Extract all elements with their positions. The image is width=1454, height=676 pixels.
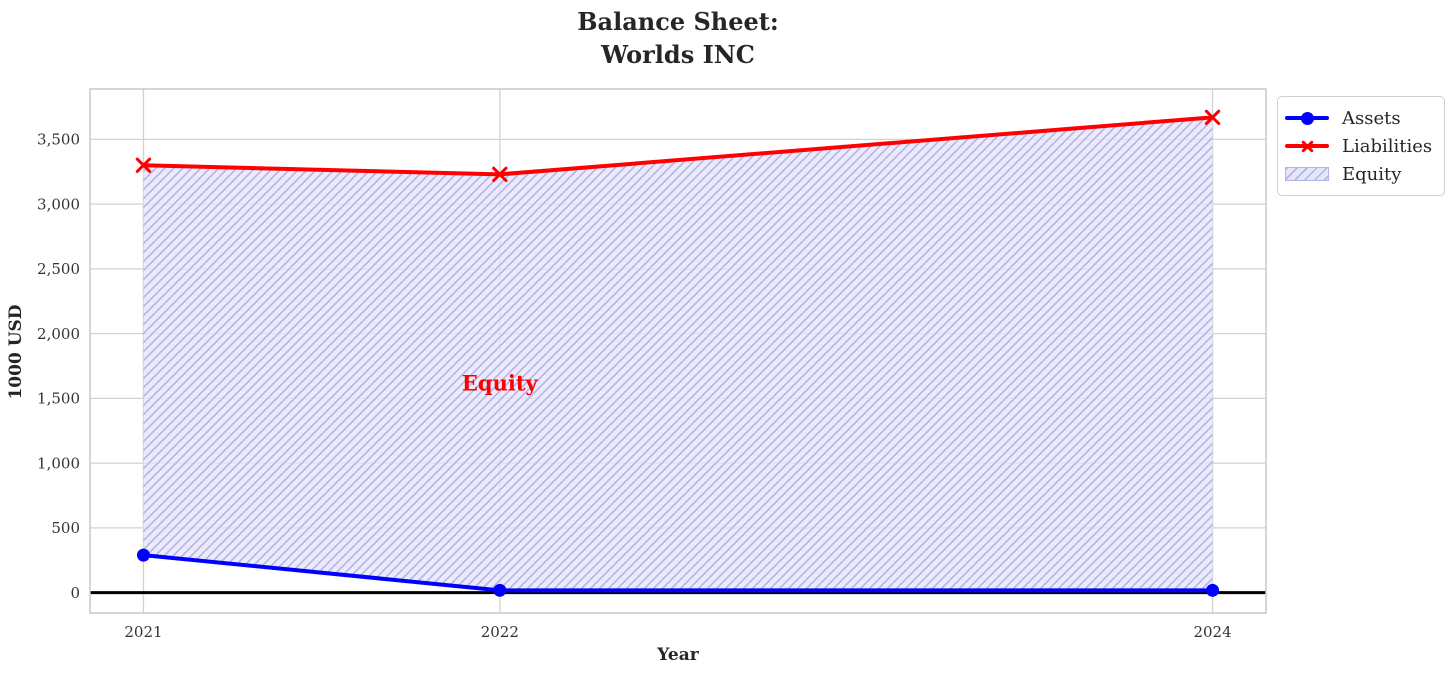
y-axis-label: 1000 USD [6,304,26,400]
chart-title-line1: Balance Sheet: [577,7,779,36]
x-axis-label: Year [657,645,699,665]
x-tick-label: 2024 [1193,623,1231,641]
legend-label-assets: Assets [1342,107,1401,129]
x-tick-label: 2021 [124,623,162,641]
liabilities-data-point-marker [1204,109,1221,126]
legend-item-equity: Equity [1285,160,1436,188]
x-tick-label: 2022 [481,623,519,641]
y-tick-label: 500 [51,519,80,537]
y-tick-label: 3,500 [37,131,80,149]
y-tick-label: 2,500 [37,260,80,278]
assets-line-circle-icon [1285,108,1329,128]
liabilities-line-x-icon [1285,136,1329,156]
chart-title: Balance Sheet: Worlds INC [90,5,1266,71]
y-tick-label: 2,000 [37,325,80,343]
y-tick-label: 3,000 [37,195,80,213]
equity-hatch-patch-icon [1285,164,1329,184]
liabilities-data-point-marker [492,166,508,183]
legend-label-liabilities: Liabilities [1342,135,1433,157]
equity-area-annotation: Equity [461,370,538,396]
chart-title-line2: Worlds INC [601,40,755,69]
plot-border [89,88,1267,614]
y-tick-label: 1,500 [37,390,80,408]
legend-label-equity: Equity [1342,163,1402,185]
y-tick-label: 1,000 [37,454,80,472]
liabilities-data-point-marker [135,157,152,173]
assets-data-point-marker [493,583,507,597]
assets-data-point-marker [1206,583,1220,597]
legend-item-assets: Assets [1285,104,1436,132]
legend-item-liabilities: Liabilities [1285,132,1436,160]
assets-data-point-marker [136,548,150,562]
equity-area-hatch [143,117,1213,591]
chart-legend: Assets Liabilities Equity [1277,96,1445,196]
y-tick-label: 0 [70,584,80,602]
